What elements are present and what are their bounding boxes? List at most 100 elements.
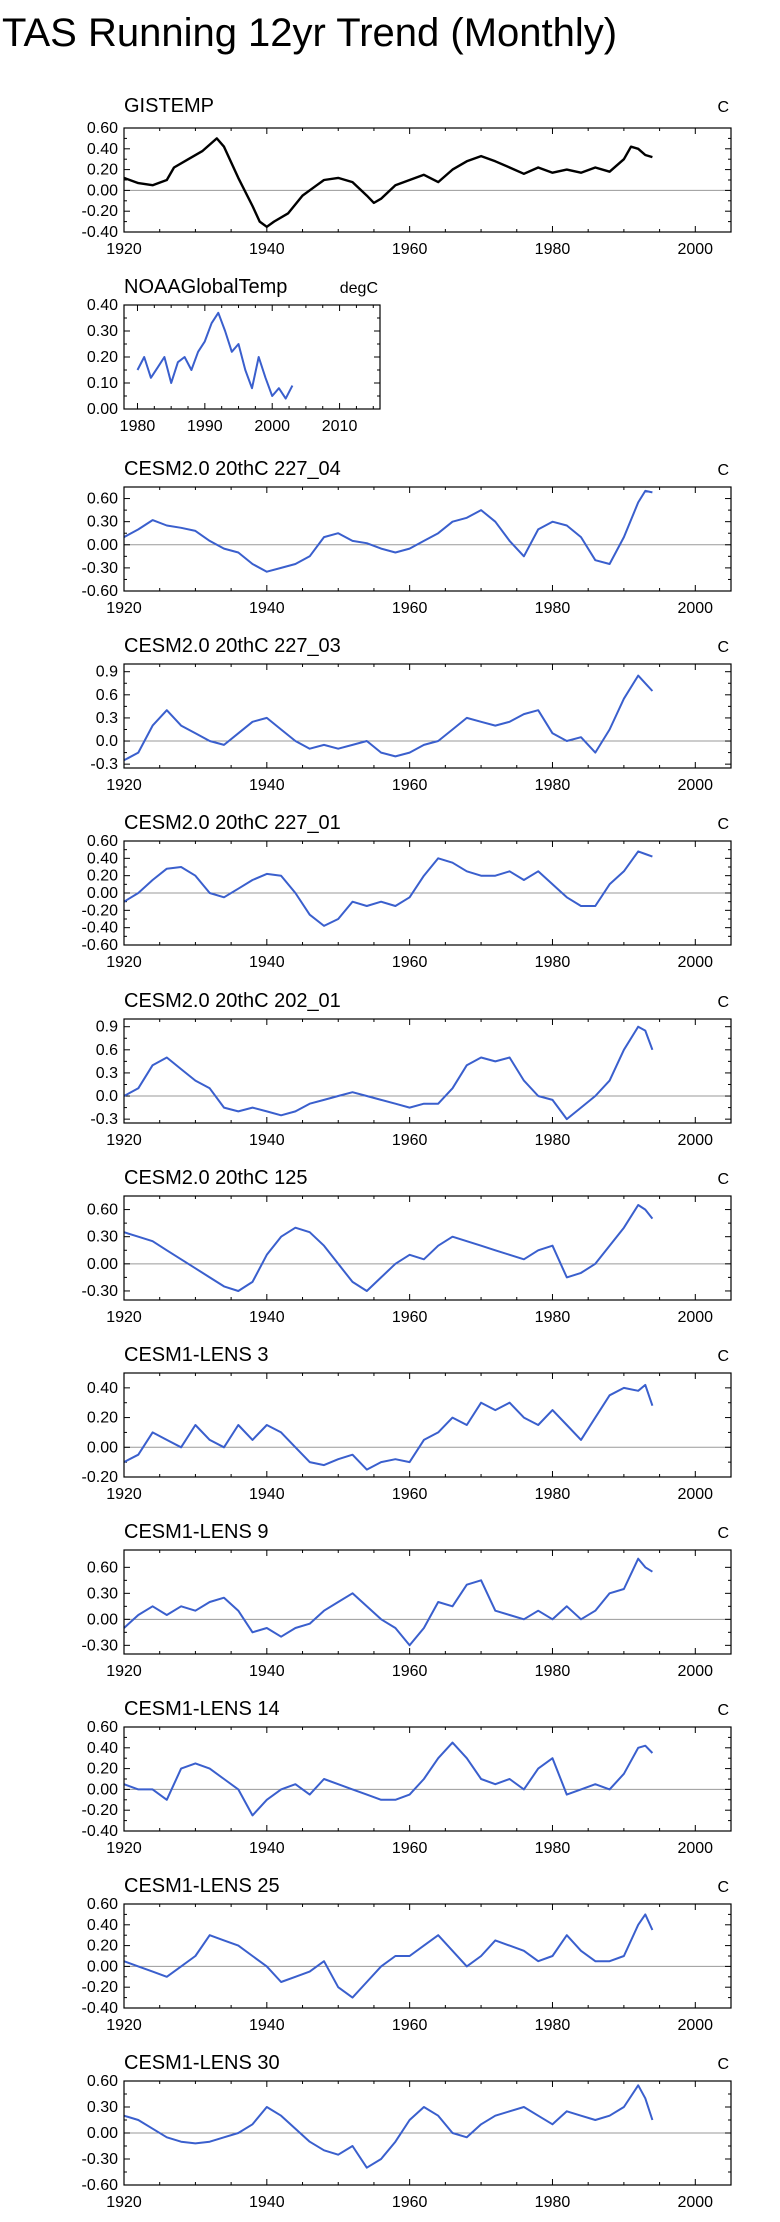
- x-tick-label: 2000: [677, 600, 713, 617]
- y-tick-label: 0.20: [87, 1938, 118, 1955]
- x-tick-label: 1920: [106, 2017, 142, 2034]
- x-tick-label: 1980: [535, 1663, 571, 1680]
- y-tick-label: 0.0: [96, 733, 118, 750]
- y-tick-label: 0.6: [96, 687, 118, 704]
- series-line: [123, 489, 653, 573]
- series-line: [123, 674, 654, 762]
- y-tick-label: 0.00: [87, 1439, 118, 1456]
- x-tick-label: 1980: [120, 418, 156, 435]
- y-tick-label: 0.60: [87, 2073, 118, 2090]
- y-tick-label: 0.00: [87, 1781, 118, 1798]
- y-tick-label: 0.9: [96, 664, 118, 681]
- plot-frame: [123, 840, 732, 946]
- x-tick-label: 1920: [106, 241, 142, 258]
- x-tick-label: 1980: [535, 2194, 571, 2211]
- x-tick-label: 1920: [106, 1840, 142, 1857]
- y-tick-label: -0.60: [82, 937, 119, 954]
- x-tick-label: 1920: [106, 777, 142, 794]
- panel-title: CESM2.0 20thC 227_04: [124, 458, 341, 480]
- x-tick-label: 2000: [677, 1486, 713, 1503]
- x-tick-label: 2000: [677, 241, 713, 258]
- x-tick-label: 1920: [106, 1486, 142, 1503]
- y-tick-label: 0.20: [87, 1410, 118, 1427]
- y-tick-label: -0.3: [90, 1111, 118, 1128]
- x-tick-label: 1920: [106, 600, 142, 617]
- y-tick-label: 0.10: [87, 375, 118, 392]
- y-tick-label: -0.30: [82, 2151, 119, 2168]
- y-tick-label: 0.00: [87, 1611, 118, 1628]
- plot-frame: [123, 1903, 732, 2009]
- y-tick-label: 0.00: [87, 537, 118, 554]
- x-tick-label: 1980: [535, 1840, 571, 1857]
- x-tick-label: 2000: [677, 1132, 713, 1149]
- x-tick-label: 1960: [392, 1309, 428, 1326]
- x-tick-label: 1990: [187, 418, 223, 435]
- x-tick-label: 1940: [249, 777, 285, 794]
- plot-frame: [123, 1726, 732, 1832]
- x-tick-label: 1940: [249, 241, 285, 258]
- series-line: [136, 311, 294, 400]
- panel-cesm2-0-20thc-227-03: CESM2.0 20thC 227_03 C 1920 1940 1960 1980 200…: [90, 635, 732, 794]
- x-tick-label: 1920: [106, 1309, 142, 1326]
- series-line: [123, 1913, 654, 1999]
- y-tick-label: 0.0: [96, 1088, 118, 1105]
- panel-title: CESM1-LENS 9: [124, 1521, 269, 1543]
- units-label: C: [717, 1348, 729, 1365]
- y-tick-label: -0.40: [82, 920, 119, 937]
- x-tick-label: 1980: [535, 1132, 571, 1149]
- x-tick-label: 1940: [249, 1132, 285, 1149]
- plot-frame: [123, 1549, 732, 1655]
- y-tick-label: -0.20: [82, 902, 119, 919]
- panel-title: CESM2.0 20thC 227_01: [124, 812, 341, 834]
- x-tick-label: 1960: [392, 2194, 428, 2211]
- panel-noaaglobaltemp: NOAAGlobalTemp degC 1980 1990 2000 2010 0.00 0.…: [87, 276, 381, 435]
- panel-cesm2-0-20thc-227-04: CESM2.0 20thC 227_04 C 1920 1940 1960 1980 200…: [82, 458, 732, 617]
- y-tick-label: 0.40: [87, 1740, 118, 1757]
- x-tick-label: 2010: [322, 418, 358, 435]
- y-tick-label: 0.00: [87, 401, 118, 418]
- x-tick-label: 1960: [392, 1486, 428, 1503]
- y-tick-label: 0.20: [87, 162, 118, 179]
- y-tick-label: 0.60: [87, 1719, 118, 1736]
- x-tick-label: 1940: [249, 600, 285, 617]
- x-tick-label: 1920: [106, 954, 142, 971]
- x-tick-label: 2000: [677, 954, 713, 971]
- y-tick-label: -0.40: [82, 1823, 119, 1840]
- y-tick-label: -0.3: [90, 756, 118, 773]
- y-tick-label: 0.40: [87, 297, 118, 314]
- y-tick-label: -0.30: [82, 1637, 119, 1654]
- y-tick-label: 0.30: [87, 514, 118, 531]
- y-tick-label: -0.20: [82, 1802, 119, 1819]
- y-tick-label: 0.00: [87, 182, 118, 199]
- y-tick-label: 0.40: [87, 1917, 118, 1934]
- x-tick-label: 1980: [535, 777, 571, 794]
- figure-title: TAS Running 12yr Trend (Monthly): [2, 11, 617, 55]
- plot-frame: [123, 1195, 732, 1301]
- x-tick-label: 2000: [677, 2017, 713, 2034]
- x-tick-label: 1980: [535, 600, 571, 617]
- x-tick-label: 1940: [249, 1840, 285, 1857]
- series-line: [123, 850, 653, 927]
- x-tick-label: 1940: [249, 1309, 285, 1326]
- x-tick-label: 1960: [392, 241, 428, 258]
- y-tick-label: -0.60: [82, 583, 119, 600]
- y-tick-label: 0.40: [87, 1380, 118, 1397]
- y-tick-label: 0.3: [96, 710, 118, 727]
- panel-title: CESM1-LENS 14: [124, 1698, 280, 1720]
- x-tick-label: 1980: [535, 1309, 571, 1326]
- x-tick-label: 1960: [392, 600, 428, 617]
- x-tick-label: 2000: [677, 1309, 713, 1326]
- panel-title: CESM1-LENS 30: [124, 2052, 280, 2074]
- x-tick-label: 1960: [392, 1840, 428, 1857]
- x-tick-label: 2000: [677, 1840, 713, 1857]
- plot-frame: [123, 304, 381, 410]
- x-tick-label: 2000: [677, 2194, 713, 2211]
- y-tick-label: 0.60: [87, 833, 118, 850]
- panel-cesm1-lens-14: CESM1-LENS 14 C 1920 1940 1960 1980 2000 -0.40 -…: [82, 1698, 732, 1857]
- panel-cesm1-lens-9: CESM1-LENS 9 C 1920 1940 1960 1980 2000 -0.30 0.…: [82, 1521, 732, 1680]
- y-tick-label: 0.6: [96, 1042, 118, 1059]
- y-tick-label: 0.40: [87, 850, 118, 867]
- x-tick-label: 1960: [392, 954, 428, 971]
- panel-cesm1-lens-3: CESM1-LENS 3 C 1920 1940 1960 1980 2000 -0.20 0.…: [82, 1344, 732, 1503]
